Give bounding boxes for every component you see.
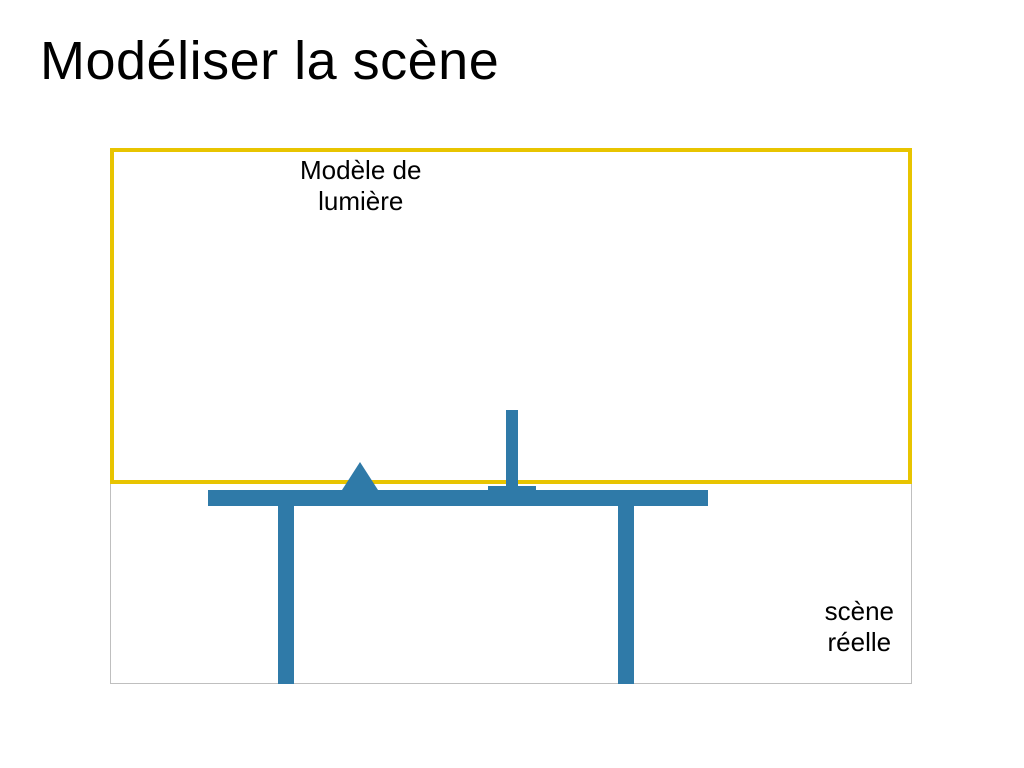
real-scene-label: scène réelle [825, 596, 894, 658]
table-illustration [208, 390, 708, 680]
light-model-label-line2: lumière [318, 186, 403, 216]
light-model-label-line1: Modèle de [300, 155, 421, 185]
page-title: Modéliser la scène [40, 30, 499, 92]
triangle-shape [342, 462, 378, 490]
real-scene-label-line1: scène [825, 596, 894, 626]
stand-shape [506, 410, 518, 490]
real-scene-label-line2: réelle [828, 627, 892, 657]
light-model-label: Modèle de lumière [300, 155, 421, 217]
table-leg-left [278, 506, 294, 684]
table-leg-right [618, 506, 634, 684]
slide: Modéliser la scène Modèle de lumière scè… [0, 0, 1024, 768]
table-top-shape [208, 490, 708, 506]
